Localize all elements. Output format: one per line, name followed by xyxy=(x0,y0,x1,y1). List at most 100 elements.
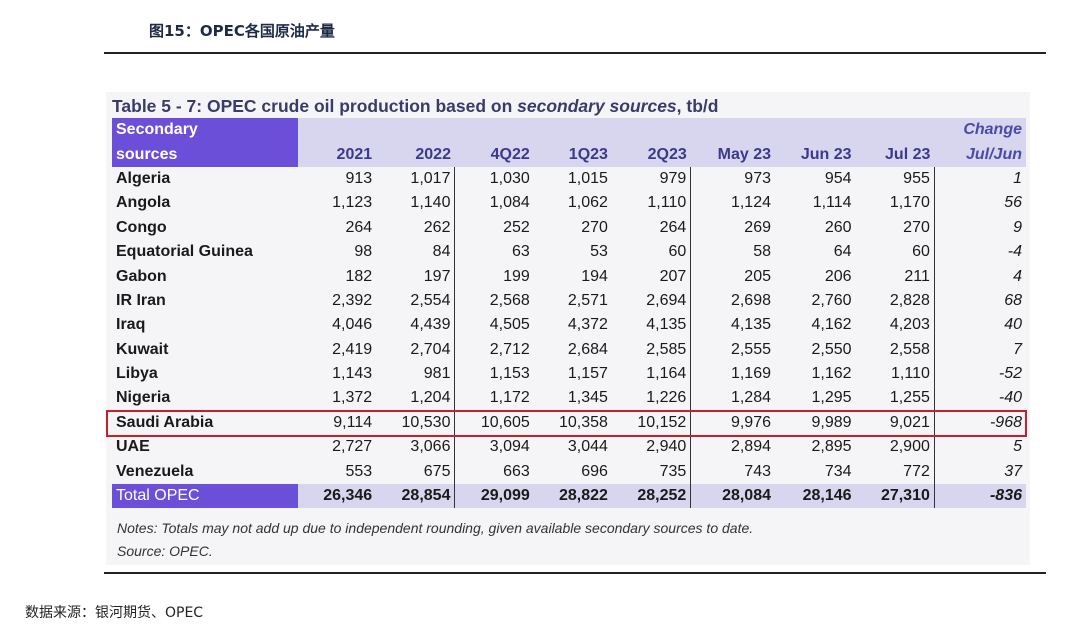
table-row: Iraq 4,046 4,439 4,505 4,372 4,135 4,135 4,162 4… xyxy=(112,313,1026,338)
header-blank xyxy=(454,118,534,143)
change-cell: -52 xyxy=(998,365,1022,383)
value-cell: 2,698 xyxy=(730,291,771,309)
value-cell: 772 xyxy=(855,459,935,484)
column-header: Jul 23 xyxy=(855,142,935,167)
country-name: Nigeria xyxy=(116,389,171,407)
change-cell: 5 xyxy=(1013,438,1022,456)
change-cell: -968 xyxy=(989,413,1022,431)
value-cell: 2,894 xyxy=(730,438,771,456)
data-source: 数据来源：银河期货、OPEC xyxy=(25,605,204,621)
value-cell: 1,372 xyxy=(332,389,373,407)
country-name: Iraq xyxy=(116,316,146,334)
value-cell: 58 xyxy=(753,243,771,261)
value-cell: 696 xyxy=(581,462,608,480)
value-cell: 1,204 xyxy=(376,386,456,411)
value-cell: 1,017 xyxy=(376,166,456,192)
total-row: Total OPEC 26,346 28,854 29,099 28,822 28,252… xyxy=(112,483,1026,509)
value-cell: 2,392 xyxy=(332,291,373,309)
column-header: 2021 xyxy=(298,142,377,167)
value-cell: 211 xyxy=(855,264,935,289)
top-rule xyxy=(104,52,1046,54)
table-row: Kuwait 2,419 2,704 2,712 2,684 2,585 2,555 2,55… xyxy=(112,337,1026,362)
change-cell: 40 xyxy=(1004,316,1022,334)
value-cell: 2,712 xyxy=(489,340,530,358)
value-cell: 98 xyxy=(354,243,373,261)
value-cell: 1,172 xyxy=(489,389,530,407)
value-cell: 64 xyxy=(833,243,852,261)
value-cell: 1,157 xyxy=(567,365,608,383)
value-cell: 2,760 xyxy=(811,291,852,309)
table-row: Gabon 182 197 199 194 207 205 206 211 4 xyxy=(112,264,1026,289)
value-cell: 973 xyxy=(744,169,771,187)
value-cell: 84 xyxy=(376,239,456,265)
value-cell: 3,094 xyxy=(489,438,530,456)
value-cell: 1,295 xyxy=(811,389,852,407)
value-cell: 2,568 xyxy=(489,291,530,309)
value-cell: 979 xyxy=(611,166,692,192)
column-header: 2022 xyxy=(376,142,455,167)
country-name: Congo xyxy=(116,218,167,236)
value-cell: 269 xyxy=(744,218,771,236)
value-cell: 264 xyxy=(345,218,373,236)
bottom-rule xyxy=(104,572,1046,574)
figure-title: 图15：OPEC各国原油产量 xyxy=(149,22,335,40)
value-cell: 2,554 xyxy=(376,288,456,314)
value-cell: 1,164 xyxy=(611,361,692,387)
value-cell: 1,084 xyxy=(489,194,530,212)
value-cell: 4,203 xyxy=(855,313,935,338)
country-name: Angola xyxy=(116,194,171,212)
value-cell: 28,252 xyxy=(611,483,692,509)
value-cell: 1,140 xyxy=(376,191,456,216)
header-blank xyxy=(611,118,691,143)
value-cell: 4,505 xyxy=(489,316,530,334)
value-cell: 2,558 xyxy=(855,337,935,362)
change-cell: -836 xyxy=(934,483,1026,509)
table-body: Algeria 913 1,017 1,030 1,015 979 973 954 955 1 An… xyxy=(112,166,1026,509)
header-row-2: sources 2021 2022 4Q22 1Q23 2Q23 May 23 … xyxy=(112,142,1026,167)
value-cell: 29,099 xyxy=(454,483,534,509)
value-cell: 260 xyxy=(824,218,852,236)
table-row: IR Iran 2,392 2,554 2,568 2,571 2,694 2,698 2,7… xyxy=(112,288,1026,314)
value-cell: 2,419 xyxy=(332,340,373,358)
value-cell: 10,605 xyxy=(480,413,530,431)
value-cell: 28,146 xyxy=(775,483,856,509)
value-cell: 1,170 xyxy=(855,191,935,216)
opec-production-table: Secondary Change sources 2021 2022 4Q22 … xyxy=(112,118,1026,509)
value-cell: 2,571 xyxy=(567,291,608,309)
value-cell: 262 xyxy=(376,215,456,240)
header-sources-line2: sources xyxy=(112,142,298,167)
value-cell: 1,062 xyxy=(567,194,608,212)
column-header: May 23 xyxy=(690,142,775,167)
value-cell: 10,152 xyxy=(611,410,692,436)
value-cell: 4,135 xyxy=(611,313,692,338)
value-cell: 4,372 xyxy=(567,316,608,334)
change-cell: -40 xyxy=(998,389,1022,407)
value-cell: 28,084 xyxy=(690,483,775,509)
value-cell: 2,694 xyxy=(611,288,692,314)
value-cell: 1,123 xyxy=(332,194,373,212)
source-note: Source: OPEC. xyxy=(117,543,213,559)
value-cell: 1,284 xyxy=(730,389,771,407)
value-cell: 9,021 xyxy=(855,410,935,436)
value-cell: 2,900 xyxy=(855,435,935,460)
table-row: Congo 264 262 252 270 264 269 260 270 9 xyxy=(112,215,1026,240)
value-cell: 4,162 xyxy=(811,316,852,334)
table-row: Nigeria 1,372 1,204 1,172 1,345 1,226 1,284 1,2… xyxy=(112,386,1026,411)
table-title-prefix: Table 5 - 7: OPEC crude oil production b… xyxy=(112,96,518,116)
country-name: Kuwait xyxy=(116,340,169,358)
value-cell: 194 xyxy=(581,267,608,285)
change-cell: 1 xyxy=(1013,169,1022,187)
country-name: UAE xyxy=(116,438,150,456)
value-cell: 734 xyxy=(824,462,852,480)
value-cell: 3,044 xyxy=(567,438,608,456)
table-row: Saudi Arabia 9,114 10,530 10,605 10,358 10,15… xyxy=(112,410,1026,436)
change-cell: 37 xyxy=(1004,462,1022,480)
value-cell: 26,346 xyxy=(298,483,377,509)
value-cell: 954 xyxy=(824,169,852,187)
value-cell: 1,030 xyxy=(489,169,530,187)
country-name: Venezuela xyxy=(116,462,194,480)
change-cell: 7 xyxy=(1013,340,1022,358)
change-cell: 4 xyxy=(1013,267,1022,285)
value-cell: 252 xyxy=(503,218,530,236)
value-cell: 206 xyxy=(824,267,852,285)
